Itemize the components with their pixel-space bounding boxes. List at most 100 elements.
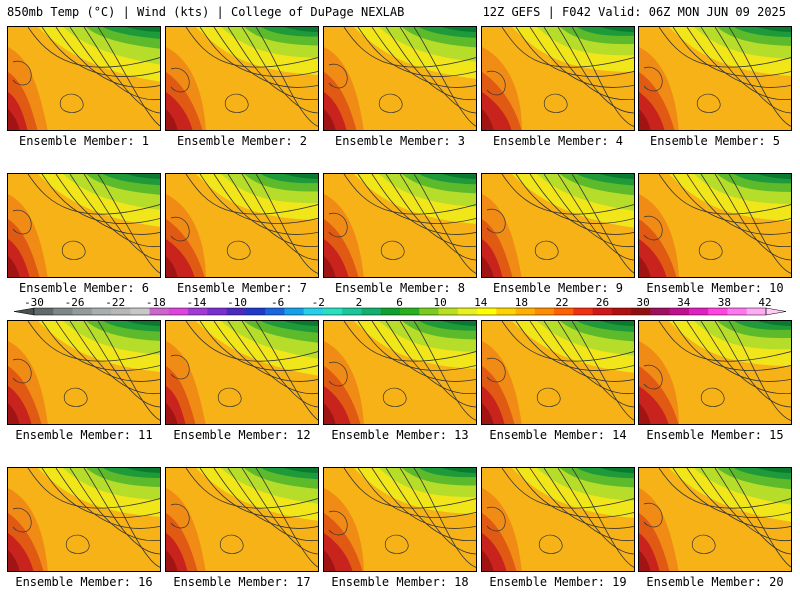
colorbar-swatch — [477, 308, 497, 315]
ensemble-member-label: Ensemble Member: 12 — [173, 428, 311, 442]
ensemble-member-map — [323, 320, 477, 425]
ensemble-member-label: Ensemble Member: 19 — [489, 575, 627, 589]
ensemble-member-label: Ensemble Member: 3 — [334, 134, 466, 148]
colorbar-tick-label: 26 — [596, 296, 609, 309]
colorbar-swatch — [573, 308, 594, 315]
colorbar-swatch — [554, 308, 574, 315]
ensemble-member-label: Ensemble Member: 17 — [173, 575, 311, 589]
colorbar-tick-label: 18 — [515, 296, 528, 309]
ensemble-member-label: Ensemble Member: 4 — [492, 134, 624, 148]
colorbar-swatch — [53, 308, 73, 315]
ensemble-member-map — [7, 320, 161, 425]
colorbar-swatch — [611, 308, 632, 315]
colorbar-tick-label: 34 — [677, 296, 691, 309]
colorbar-swatch — [515, 308, 536, 315]
colorbar-swatch — [284, 308, 305, 315]
colorbar-tick-label: -30 — [24, 296, 44, 309]
ensemble-member-map — [165, 26, 319, 131]
ensemble-member-label: Ensemble Member: 20 — [646, 575, 784, 589]
colorbar-tick-label: -6 — [271, 296, 284, 309]
colorbar-swatch — [708, 308, 728, 315]
ensemble-member-label: Ensemble Member: 10 — [646, 281, 784, 295]
colorbar-tick-label: 6 — [396, 296, 403, 309]
ensemble-member-map — [638, 467, 792, 572]
colorbar-swatch — [207, 308, 228, 315]
colorbar-swatch — [592, 308, 613, 315]
colorbar-swatch — [419, 308, 439, 315]
ensemble-member-label: Ensemble Member: 2 — [176, 134, 308, 148]
ensemble-member-label: Ensemble Member: 1 — [18, 134, 150, 148]
ensemble-member-label: Ensemble Member: 7 — [176, 281, 308, 295]
ensemble-member-map — [481, 26, 635, 131]
colorbar-tick-label: -2 — [312, 296, 325, 309]
ensemble-member-map — [7, 26, 161, 131]
colorbar-tick-label: 30 — [637, 296, 650, 309]
colorbar-tick-label: -18 — [146, 296, 166, 309]
ensemble-member-map — [165, 467, 319, 572]
ensemble-member-label: Ensemble Member: 15 — [646, 428, 784, 442]
colorbar-swatch — [650, 308, 671, 315]
colorbar-swatch — [303, 308, 324, 315]
colorbar-swatch — [342, 308, 362, 315]
colorbar-swatch — [111, 308, 131, 315]
colorbar-swatch — [322, 308, 343, 315]
colorbar-arrow-right — [765, 307, 787, 316]
colorbar-swatch — [361, 308, 382, 315]
colorbar-swatch — [91, 308, 112, 315]
colorbar-swatch — [727, 308, 748, 315]
colorbar-swatch — [631, 308, 651, 315]
colorbar-tick-label: 10 — [433, 296, 446, 309]
ensemble-member-map — [165, 320, 319, 425]
colorbar-swatch — [688, 308, 709, 315]
colorbar-tick-label: -22 — [105, 296, 125, 309]
colorbar-swatch — [265, 308, 285, 315]
ensemble-member-map — [323, 467, 477, 572]
ensemble-member-map — [7, 173, 161, 278]
colorbar-tick-label: -26 — [65, 296, 85, 309]
ensemble-member-label: Ensemble Member: 16 — [15, 575, 153, 589]
ensemble-member-label: Ensemble Member: 8 — [334, 281, 466, 295]
colorbar-swatch — [457, 308, 478, 315]
ensemble-member-label: Ensemble Member: 6 — [18, 281, 150, 295]
colorbar-tick-label: 22 — [555, 296, 568, 309]
ensemble-member-label: Ensemble Member: 9 — [492, 281, 624, 295]
colorbar-swatch — [438, 308, 459, 315]
colorbar-tick-label: -14 — [187, 296, 207, 309]
ensemble-member-map — [481, 173, 635, 278]
colorbar-swatch — [400, 308, 420, 315]
colorbar-swatch — [226, 308, 247, 315]
ensemble-member-map — [481, 320, 635, 425]
ensemble-member-map — [638, 320, 792, 425]
colorbar-tick-label: 14 — [474, 296, 488, 309]
ensemble-member-label: Ensemble Member: 11 — [15, 428, 153, 442]
ensemble-member-map — [323, 26, 477, 131]
colorbar-tick-label: 38 — [718, 296, 731, 309]
temperature-colorbar: -30 -26 -22 -18 -14 -10 -6 -2 2 6 10 14 18 22 26 30 34 38… — [13, 296, 787, 316]
ensemble-member-map — [323, 173, 477, 278]
colorbar-tick-label: 2 — [356, 296, 363, 309]
chart-title: 850mb Temp (°C) | Wind (kts) | College o… — [7, 5, 405, 19]
colorbar-swatch — [496, 308, 516, 315]
ensemble-member-label: Ensemble Member: 14 — [489, 428, 627, 442]
colorbar-swatch — [746, 308, 767, 315]
colorbar-tick-label: 42 — [758, 296, 771, 309]
colorbar-swatch — [130, 308, 150, 315]
colorbar-swatch — [669, 308, 690, 315]
colorbar-arrow-left — [13, 307, 35, 316]
colorbar-swatch — [72, 308, 93, 315]
ensemble-member-map — [481, 467, 635, 572]
colorbar-swatch — [380, 308, 401, 315]
colorbar-swatch — [188, 308, 208, 315]
colorbar-swatch — [534, 308, 555, 315]
ensemble-member-label: Ensemble Member: 13 — [331, 428, 469, 442]
colorbar-swatch — [168, 308, 189, 315]
colorbar-swatch — [245, 308, 266, 315]
model-run-info: 12Z GEFS | F042 Valid: 06Z MON JUN 09 20… — [482, 5, 786, 19]
ensemble-member-map — [638, 26, 792, 131]
ensemble-member-map — [165, 173, 319, 278]
ensemble-member-map — [638, 173, 792, 278]
ensemble-member-map — [7, 467, 161, 572]
ensemble-member-label: Ensemble Member: 5 — [649, 134, 781, 148]
ensemble-member-label: Ensemble Member: 18 — [331, 575, 469, 589]
colorbar-swatch — [34, 308, 54, 315]
